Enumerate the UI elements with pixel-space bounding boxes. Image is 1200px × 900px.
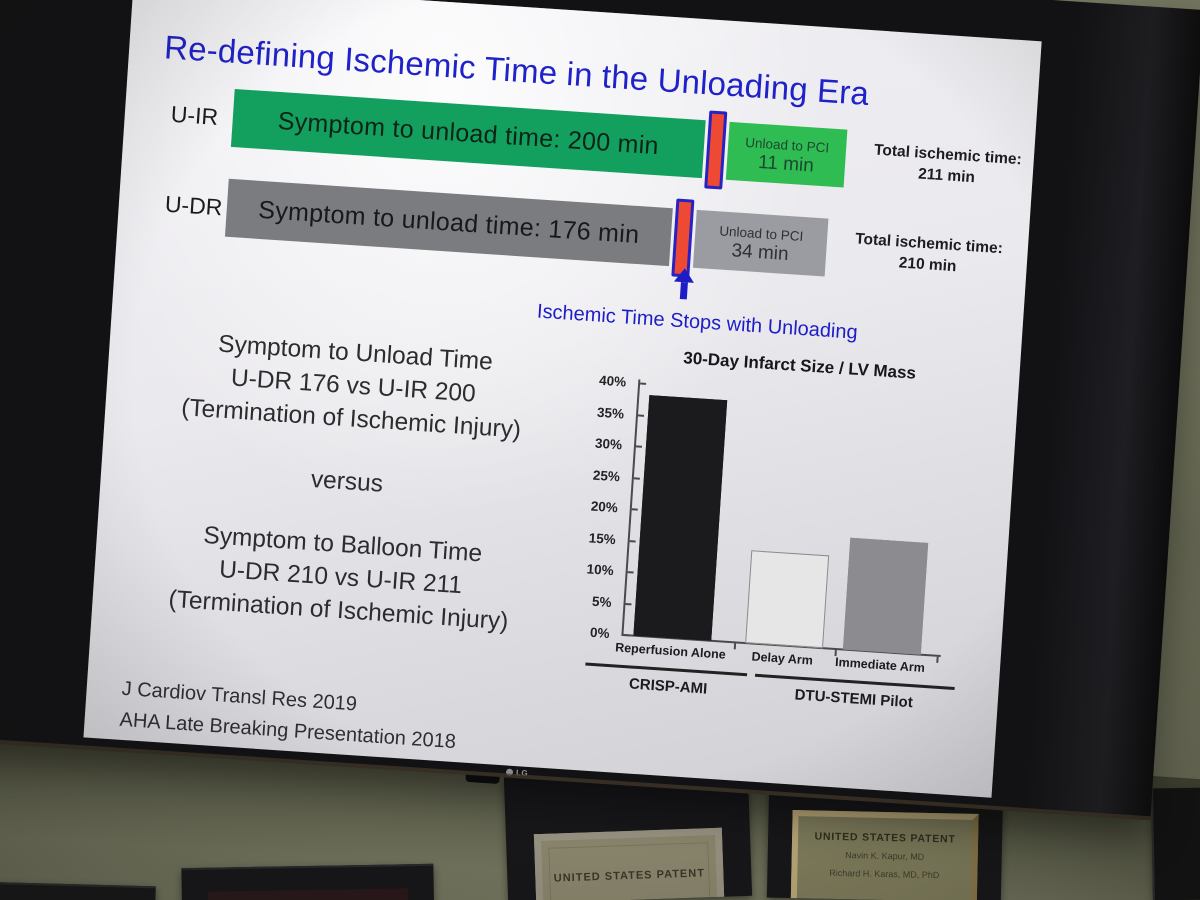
x-tick-mark	[834, 649, 837, 657]
presentation-slide: Re-defining Ischemic Time in the Unloadi…	[83, 0, 1042, 798]
unload-time-marker	[704, 110, 728, 190]
arrow-up-icon	[670, 267, 698, 300]
bar-immediate-arm	[842, 537, 929, 655]
frame-left-mat	[207, 888, 409, 900]
plaque-name: Richard H. Karas, MD, PhD	[829, 867, 940, 881]
bar-delay-arm	[745, 549, 830, 649]
total-ischemic-time: Total ischemic time: 211 min	[860, 139, 1034, 192]
infarct-size-chart: 30-Day Infarct Size / LV Mass 0% 5% 10% 15%…	[556, 341, 1020, 741]
y-tick-mark	[629, 539, 636, 543]
unload-time-marker	[671, 198, 695, 278]
pci-minutes: 34 min	[730, 240, 790, 266]
x-label-immediate-arm: Immediate Arm	[834, 655, 926, 675]
arrow-stem	[679, 281, 688, 300]
bar-reperfusion-alone	[633, 394, 728, 641]
plaque-title: UNITED STATES PATENT	[814, 830, 956, 846]
timeline-row-udr: U-DR Symptom to unload time: 176 min Unl…	[163, 175, 1016, 289]
tv: Re-defining Ischemic Time in the Unloadi…	[0, 0, 1200, 820]
y-tick-label: 10%	[586, 561, 615, 579]
y-tick-mark	[631, 508, 638, 511]
versus-label: versus	[310, 465, 384, 498]
pci-minutes: 11 min	[757, 151, 815, 177]
y-tick-mark	[623, 633, 630, 637]
x-tick-mark	[733, 643, 737, 650]
chart-plot: 0% 5% 10% 15% 20% 25% 30% 35% 40% Reperfusion Alo…	[585, 373, 955, 711]
arrow-head	[673, 267, 695, 283]
plaque-name: Navin K. Kapur, MD	[845, 850, 925, 862]
citations: J Cardiov Transl Res 2019 AHA Late Break…	[119, 674, 459, 758]
timeline-bar: Symptom to unload time: 176 min Unload t…	[224, 178, 829, 278]
x-tick-mark	[936, 656, 939, 663]
unloading-note: Ischemic Time Stops with Unloading	[536, 300, 859, 344]
frame-far-right	[1151, 787, 1200, 900]
y-tick-label: 0%	[589, 624, 610, 642]
group-label-crisp-ami: CRISP-AMI	[628, 675, 708, 698]
y-tick-label: 15%	[588, 529, 617, 547]
y-tick-mark	[633, 476, 640, 480]
plaque-bevel: UNITED STATES PATENT Navin K. Kapur, MD …	[790, 810, 979, 900]
comparison-block: Symptom to Unload Time U-DR 176 vs U-IR …	[120, 322, 574, 641]
row-label: U-IR	[170, 100, 220, 130]
group-label-dtu-stemi-pilot: DTU-STEMI Pilot	[794, 686, 914, 712]
y-tick-label: 35%	[596, 404, 625, 421]
frame-far-left	[0, 881, 156, 900]
y-tick-mark	[625, 602, 632, 605]
frame-left	[181, 863, 435, 900]
y-tick-label: 5%	[591, 593, 613, 610]
y-tick-mark	[637, 413, 645, 417]
y-tick-mark	[640, 382, 647, 385]
total-ischemic-time: Total ischemic time: 210 min	[841, 228, 1015, 281]
row-label: U-DR	[164, 190, 224, 220]
group-underline	[585, 662, 748, 677]
y-tick-mark	[635, 445, 643, 448]
segment-unload-to-pci: Unload to PCI 11 min	[725, 121, 848, 188]
y-tick-label: 40%	[598, 372, 627, 390]
x-label-delay-arm: Delay Arm	[751, 649, 814, 668]
lg-logo: LG	[505, 765, 529, 778]
y-tick-mark	[627, 571, 634, 574]
segment-symptom-to-unload: Symptom to unload time: 176 min	[224, 178, 673, 267]
plaque-border	[548, 842, 711, 900]
segment-unload-to-pci: Unload to PCI 34 min	[692, 209, 829, 277]
y-tick-label: 25%	[592, 467, 621, 484]
group-underline	[754, 673, 955, 691]
y-tick-label: 30%	[594, 435, 623, 453]
y-tick-label: 20%	[590, 498, 619, 516]
plaque-bevel: UNITED STATES PATENT	[533, 827, 725, 900]
segment-symptom-to-unload: Symptom to unload time: 200 min	[230, 88, 706, 179]
x-label-reperfusion-alone: Reperfusion Alone	[614, 640, 727, 662]
lg-logo-dot	[505, 767, 514, 776]
lg-logo-text: LG	[515, 767, 529, 778]
